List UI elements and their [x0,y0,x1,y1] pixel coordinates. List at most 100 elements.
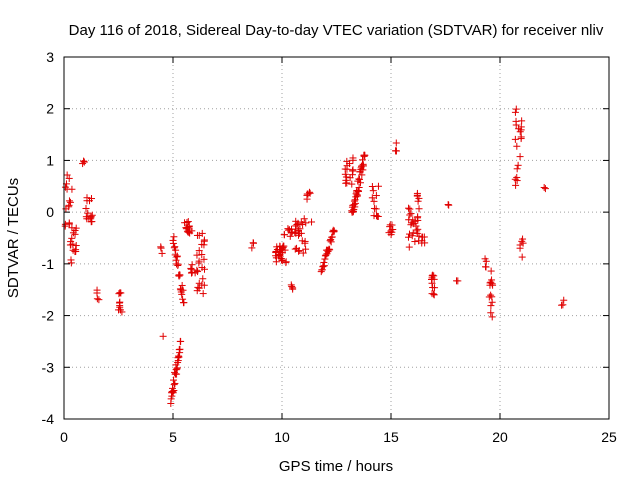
data-point [181,219,189,227]
data-point [407,210,415,218]
data-point [411,238,419,246]
data-point [282,259,290,267]
data-point [512,121,520,129]
data-point [488,298,496,306]
data-point [414,197,422,205]
data-point [406,205,414,213]
data-point [404,233,412,241]
y-tick-label: 3 [46,49,54,65]
data-point [172,246,180,254]
data-point [293,244,301,252]
data-point [71,226,79,234]
data-point [178,281,186,289]
data-point [88,195,96,203]
data-point [301,239,309,247]
data-point [68,234,76,242]
data-point [116,298,124,306]
x-tick-labels: 0 5 10 15 20 25 [60,429,617,445]
data-point [348,180,356,188]
data-point [65,219,73,227]
data-point [342,176,350,184]
data-point [170,233,178,241]
data-point [287,229,295,237]
data-point [115,290,123,298]
data-point [429,271,437,279]
data-point [63,171,71,179]
data-point [61,222,69,230]
x-axis-label: GPS time / hours [279,458,393,475]
data-point [116,289,124,297]
data-point [249,239,257,247]
data-point [173,252,181,260]
data-point [351,199,359,207]
data-point [272,254,280,262]
data-point [356,179,364,187]
data-point [343,157,351,165]
data-point [488,313,496,321]
data-point [368,194,376,202]
data-point [513,177,521,185]
data-point [195,247,203,255]
data-point [195,231,203,239]
data-point [280,231,288,239]
data-point [487,302,495,310]
data-point [405,243,413,251]
data-point [286,232,294,240]
y-tick-label: -2 [42,308,55,324]
data-point [176,271,184,279]
data-point [200,265,208,273]
x-tick-label: 10 [274,429,290,445]
data-point [293,221,301,229]
data-point [413,229,421,237]
data-point [414,213,422,221]
x-tick-label: 20 [492,429,508,445]
data-point [157,243,165,251]
data-point [487,291,495,299]
data-point [359,162,367,170]
data-point [361,151,369,159]
data-point [188,269,196,277]
data-point [370,204,378,212]
data-point [349,154,357,162]
data-point [388,228,396,236]
data-point [511,135,519,143]
data-point [517,126,525,134]
data-point [66,198,74,206]
data-point [392,139,400,147]
data-point [178,290,186,298]
data-point [341,170,349,178]
data-point [302,219,310,227]
data-point [369,187,377,195]
data-point [372,192,380,200]
data-point [169,239,177,247]
data-point [308,218,316,226]
data-point [516,241,524,249]
data-point [418,233,426,241]
data-point [368,183,376,191]
data-point [291,245,299,253]
data-point [80,157,88,165]
data-point [406,211,414,219]
data-point [179,295,187,303]
data-point [354,188,362,196]
data-point [306,189,314,197]
data-point [82,204,90,212]
data-point [415,205,423,213]
data-point [200,237,208,245]
data-point [516,153,524,161]
grid-lines [64,57,609,419]
y-axis-label: SDTVAR / TECUs [5,178,22,298]
data-point [409,229,417,237]
data-points [61,105,568,407]
data-point [299,249,307,257]
y-tick-label: -1 [42,256,55,272]
data-point [330,227,338,235]
data-point [346,174,354,182]
data-point [194,268,202,276]
data-point [176,345,184,353]
data-point [541,185,549,193]
data-point [93,289,101,297]
x-tick-label: 5 [169,429,177,445]
data-point [370,197,378,205]
data-point [63,185,71,193]
